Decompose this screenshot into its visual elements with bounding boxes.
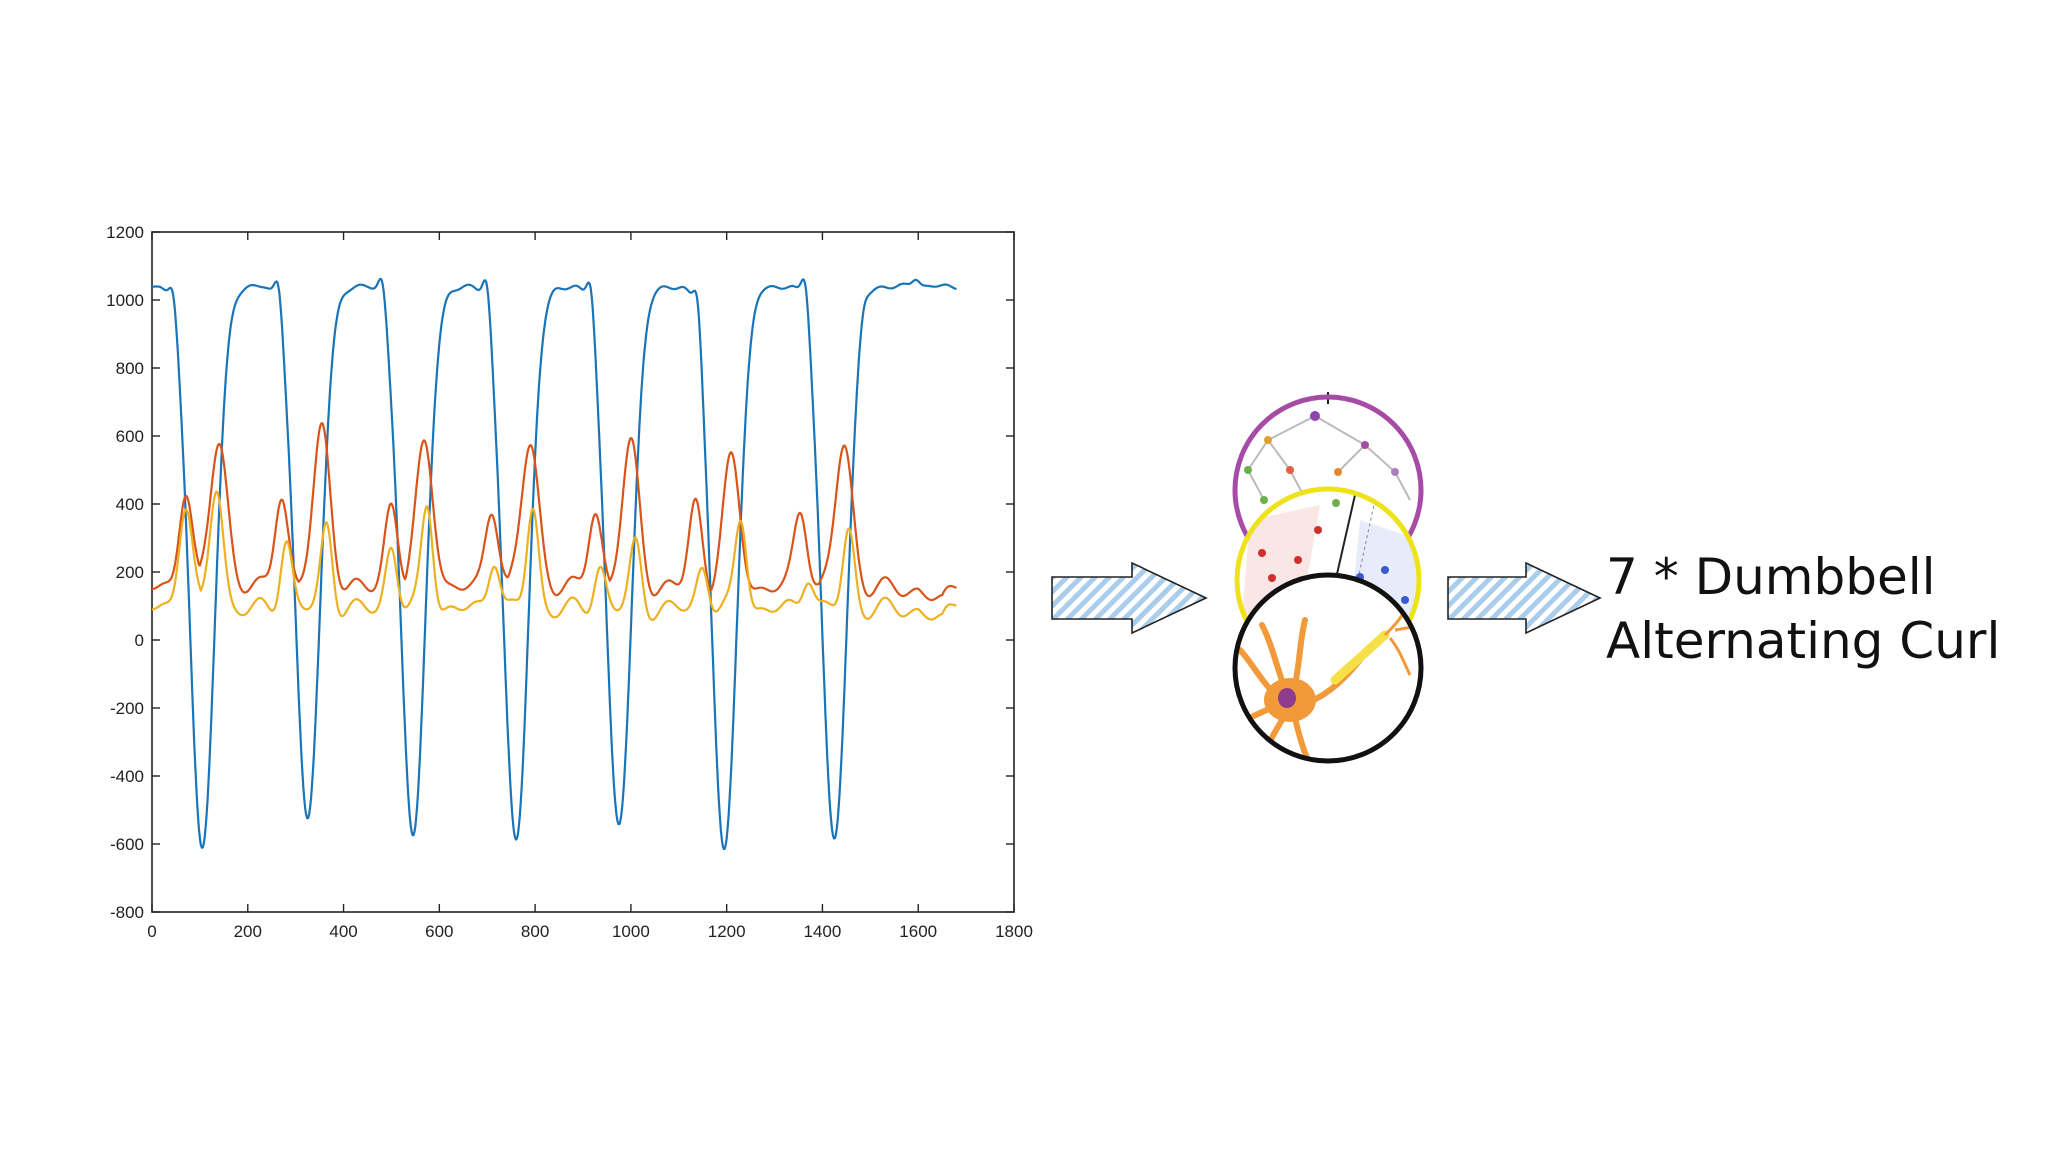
y-tick-label: 600 — [116, 427, 144, 446]
y-tick-label: -600 — [110, 835, 144, 854]
x-tick-label: 1600 — [899, 922, 937, 941]
result-line-2: Alternating Curl — [1606, 612, 2001, 670]
y-tick-label: 800 — [116, 359, 144, 378]
y-tick-label: 1000 — [106, 291, 144, 310]
x-tick-label: 200 — [234, 922, 262, 941]
axis-ticks: 0 200 400 600 800 1000 1200 1400 1600 1800 -800 -60… — [106, 223, 1033, 941]
y-tick-label: 0 — [135, 631, 144, 650]
y-tick-label: -400 — [110, 767, 144, 786]
x-tick-label: 1400 — [804, 922, 842, 941]
y-tick-label: -800 — [110, 903, 144, 922]
x-tick-label: 800 — [521, 922, 549, 941]
line-chart: 0 200 400 600 800 1000 1200 1400 1600 1800 -800 -60… — [106, 223, 1033, 941]
y-tick-label: 200 — [116, 563, 144, 582]
data-series — [151, 277, 957, 851]
output-arrow — [1447, 561, 1602, 635]
x-tick-label: 0 — [147, 922, 156, 941]
y-tick-label: -200 — [110, 699, 144, 718]
classification-result: 7 * Dumbbell Alternating Curl — [1606, 545, 2036, 673]
x-tick-label: 1800 — [995, 922, 1033, 941]
result-line-1: 7 * Dumbbell — [1606, 548, 1936, 606]
x-tick-label: 1200 — [708, 922, 746, 941]
x-tick-label: 600 — [425, 922, 453, 941]
y-tick-label: 400 — [116, 495, 144, 514]
x-tick-label: 400 — [329, 922, 357, 941]
neuron-circle — [1232, 572, 1424, 764]
series-line-1 — [151, 277, 957, 851]
series-line-3 — [151, 490, 957, 622]
series-line-2 — [151, 422, 957, 602]
y-tick-label: 1200 — [106, 223, 144, 242]
input-arrow — [1051, 561, 1208, 635]
x-tick-label: 1000 — [612, 922, 650, 941]
